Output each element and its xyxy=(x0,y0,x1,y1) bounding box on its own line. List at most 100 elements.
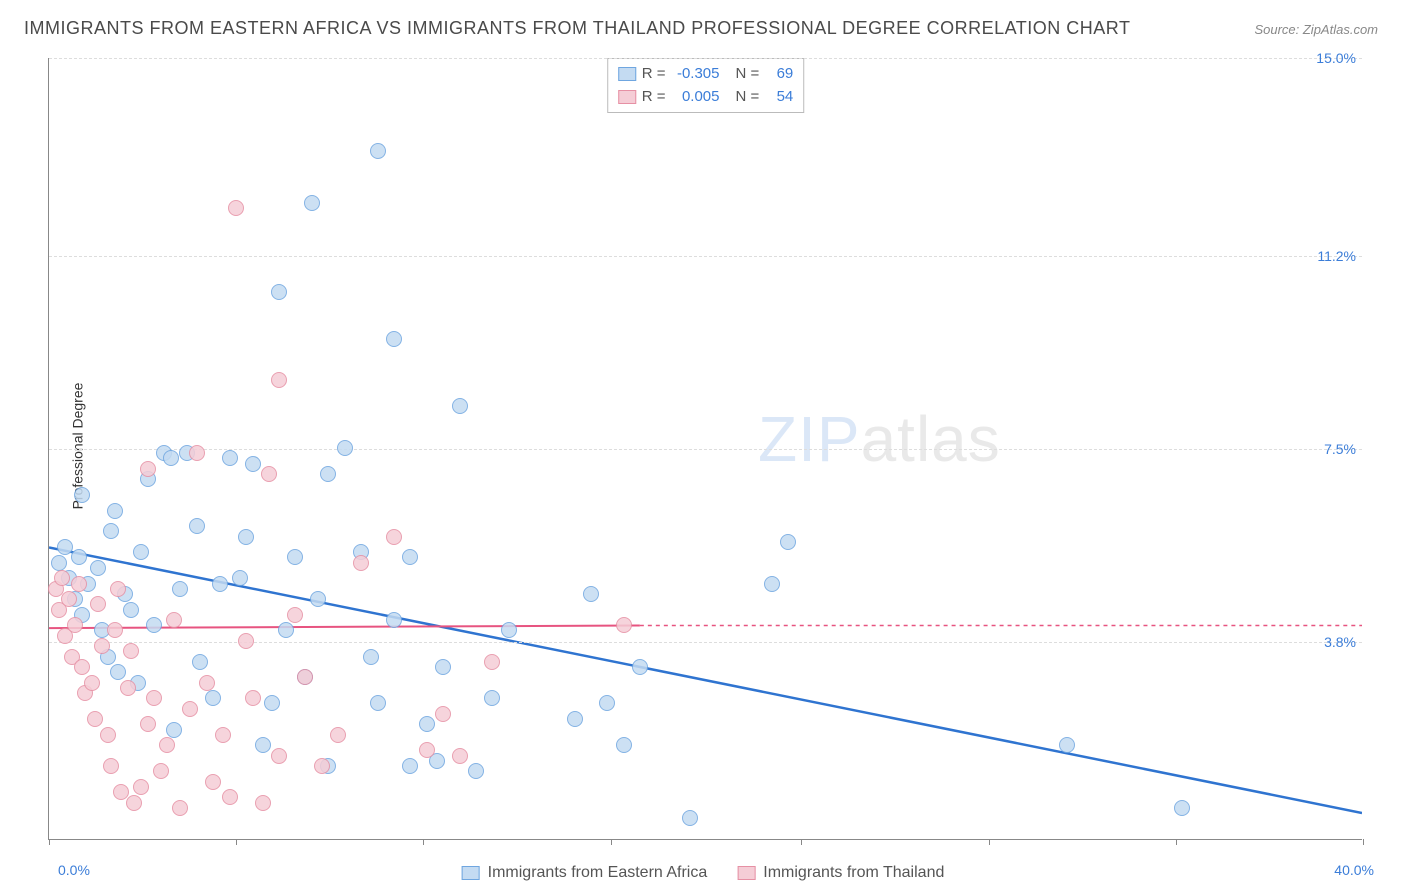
stats-legend: R =-0.305N =69R =0.005N =54 xyxy=(607,58,805,113)
data-point xyxy=(314,758,330,774)
x-tick xyxy=(236,839,237,845)
data-point xyxy=(278,622,294,638)
data-point xyxy=(159,737,175,753)
data-point xyxy=(271,284,287,300)
data-point xyxy=(212,576,228,592)
data-point xyxy=(51,555,67,571)
chart-title: IMMIGRANTS FROM EASTERN AFRICA VS IMMIGR… xyxy=(24,18,1130,39)
data-point xyxy=(363,649,379,665)
stat-label: N = xyxy=(736,63,760,86)
data-point xyxy=(103,523,119,539)
x-tick xyxy=(611,839,612,845)
data-point xyxy=(94,638,110,654)
data-point xyxy=(100,727,116,743)
y-tick-label: 3.8% xyxy=(1324,634,1356,650)
data-point xyxy=(228,200,244,216)
data-point xyxy=(264,695,280,711)
data-point xyxy=(764,576,780,592)
data-point xyxy=(419,716,435,732)
stat-r-value: -0.305 xyxy=(672,63,720,86)
data-point xyxy=(255,737,271,753)
data-point xyxy=(146,617,162,633)
data-point xyxy=(222,450,238,466)
data-point xyxy=(402,758,418,774)
stats-row: R =0.005N =54 xyxy=(618,86,794,109)
data-point xyxy=(386,612,402,628)
data-point xyxy=(370,143,386,159)
data-point xyxy=(74,487,90,503)
data-point xyxy=(222,789,238,805)
source-credit: Source: ZipAtlas.com xyxy=(1254,22,1378,37)
data-point xyxy=(123,602,139,618)
data-point xyxy=(107,622,123,638)
data-point xyxy=(123,643,139,659)
data-point xyxy=(435,659,451,675)
data-point xyxy=(780,534,796,550)
x-tick xyxy=(423,839,424,845)
stat-r-value: 0.005 xyxy=(672,86,720,109)
data-point xyxy=(107,503,123,519)
data-point xyxy=(1174,800,1190,816)
stat-label: N = xyxy=(736,86,760,109)
data-point xyxy=(71,576,87,592)
x-tick xyxy=(801,839,802,845)
watermark: ZIPatlas xyxy=(758,402,1001,476)
data-point xyxy=(90,596,106,612)
data-point xyxy=(140,461,156,477)
gridline xyxy=(49,256,1362,257)
data-point xyxy=(172,800,188,816)
swatch-icon xyxy=(737,866,755,880)
data-point xyxy=(189,518,205,534)
y-tick-label: 11.2% xyxy=(1317,248,1356,264)
swatch-icon xyxy=(618,67,636,81)
data-point xyxy=(133,544,149,560)
legend-label: Immigrants from Thailand xyxy=(763,864,944,882)
data-point xyxy=(484,690,500,706)
stat-label: R = xyxy=(642,63,666,86)
data-point xyxy=(61,591,77,607)
data-point xyxy=(310,591,326,607)
data-point xyxy=(353,555,369,571)
data-point xyxy=(189,445,205,461)
data-point xyxy=(297,669,313,685)
data-point xyxy=(126,795,142,811)
data-point xyxy=(484,654,500,670)
data-point xyxy=(287,607,303,623)
data-point xyxy=(110,664,126,680)
data-point xyxy=(452,748,468,764)
swatch-icon xyxy=(618,90,636,104)
data-point xyxy=(255,795,271,811)
data-point xyxy=(583,586,599,602)
data-point xyxy=(103,758,119,774)
gridline xyxy=(49,449,1362,450)
y-tick-label: 15.0% xyxy=(1316,50,1356,66)
data-point xyxy=(271,748,287,764)
data-point xyxy=(215,727,231,743)
legend-item: Immigrants from Thailand xyxy=(737,864,944,882)
data-point xyxy=(205,774,221,790)
data-point xyxy=(386,331,402,347)
x-tick xyxy=(989,839,990,845)
data-point xyxy=(567,711,583,727)
data-point xyxy=(84,675,100,691)
data-point xyxy=(419,742,435,758)
data-point xyxy=(120,680,136,696)
scatter-plot: ZIPatlas R =-0.305N =69R =0.005N =54 3.8… xyxy=(48,58,1362,840)
data-point xyxy=(163,450,179,466)
bottom-legend: Immigrants from Eastern AfricaImmigrants… xyxy=(462,864,945,882)
data-point xyxy=(287,549,303,565)
data-point xyxy=(140,716,156,732)
data-point xyxy=(238,633,254,649)
data-point xyxy=(616,737,632,753)
data-point xyxy=(304,195,320,211)
data-point xyxy=(192,654,208,670)
data-point xyxy=(501,622,517,638)
data-point xyxy=(199,675,215,691)
data-point xyxy=(87,711,103,727)
stat-n-value: 54 xyxy=(765,86,793,109)
stat-n-value: 69 xyxy=(765,63,793,86)
data-point xyxy=(74,659,90,675)
data-point xyxy=(468,763,484,779)
data-point xyxy=(320,466,336,482)
x-axis-max-label: 40.0% xyxy=(1334,862,1374,878)
